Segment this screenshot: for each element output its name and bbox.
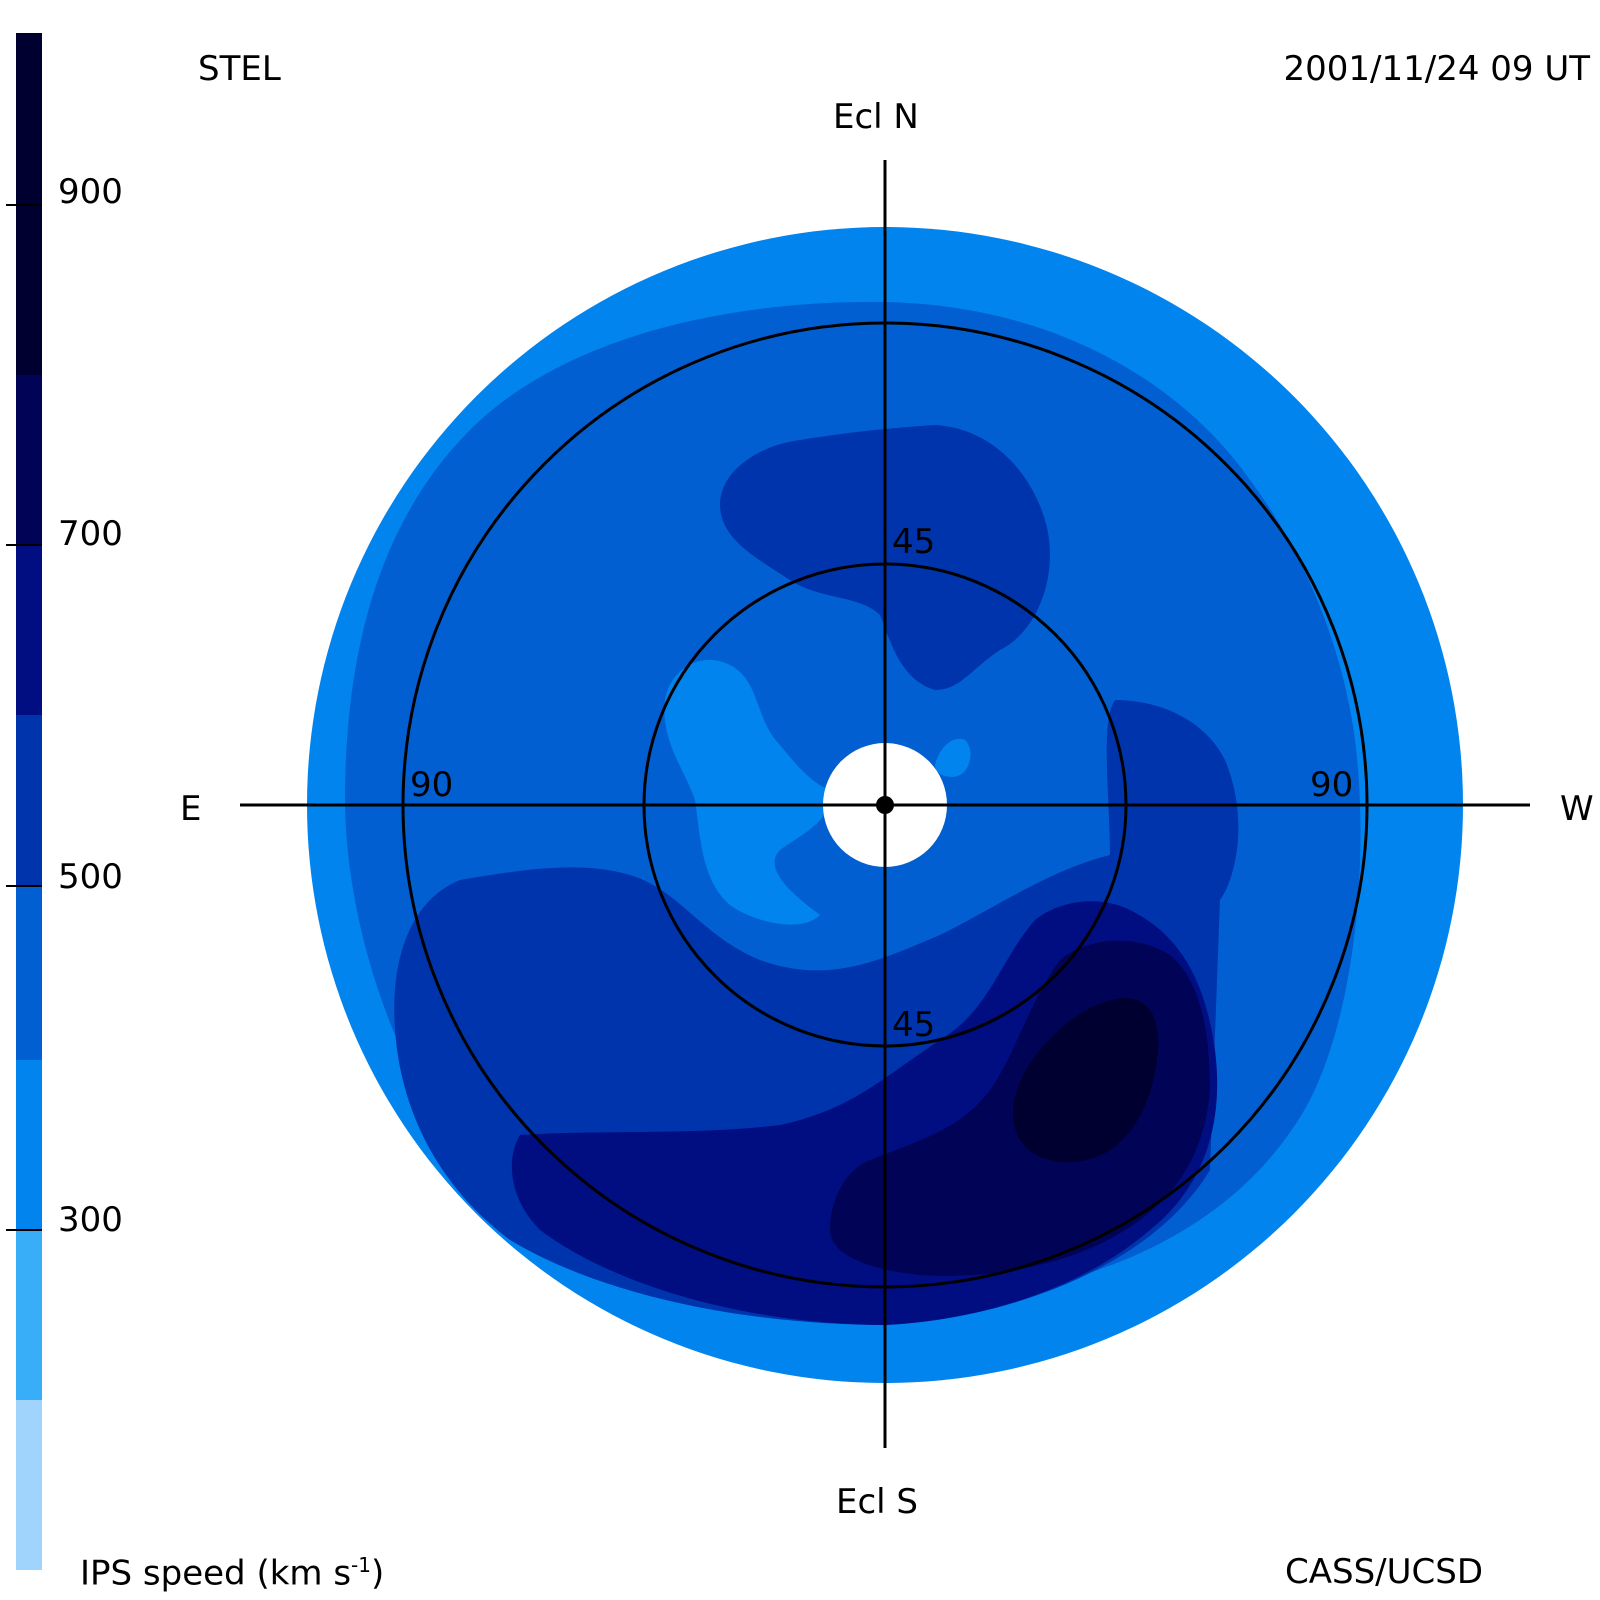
south-label: Ecl S <box>836 1482 919 1522</box>
colorbar-label-900: 900 <box>58 172 123 212</box>
instrument-label: STEL <box>198 49 281 89</box>
colorbar-band-5 <box>16 715 42 886</box>
ring-label-45-south: 45 <box>892 1005 936 1045</box>
timestamp-label: 2001/11/24 09 UT <box>1283 49 1591 89</box>
colorbar-title-main: IPS speed (km s <box>80 1553 352 1594</box>
colorbar-band-3 <box>16 1060 42 1230</box>
speed-contour-300-inner-east <box>935 738 971 777</box>
ring-label-45-north: 45 <box>892 522 936 562</box>
colorbar-band-2 <box>16 1230 42 1400</box>
colorbar-band-4 <box>16 886 42 1060</box>
sun-center-dot <box>876 796 894 814</box>
north-label: Ecl N <box>833 97 919 137</box>
colorbar <box>6 33 42 1570</box>
colorbar-title: IPS speed (km s-1) <box>80 1555 384 1590</box>
credit-label: CASS/UCSD <box>1285 1552 1484 1592</box>
colorbar-title-sup: -1 <box>351 1553 371 1577</box>
ring-label-90-east: 90 <box>410 765 454 805</box>
colorbar-band-7 <box>16 375 42 545</box>
colorbar-label-300: 300 <box>58 1200 123 1240</box>
colorbar-label-700: 700 <box>58 514 123 554</box>
speed-contour-800 <box>1012 998 1159 1163</box>
colorbar-label-500: 500 <box>58 857 123 897</box>
colorbar-band-6 <box>16 545 42 715</box>
west-label: W <box>1560 789 1594 829</box>
east-label: E <box>180 789 202 829</box>
colorbar-title-end: ) <box>371 1553 385 1594</box>
speed-contour-300-inner <box>664 659 831 925</box>
colorbar-band-1 <box>16 1400 42 1570</box>
ring-label-90-west: 90 <box>1310 765 1354 805</box>
